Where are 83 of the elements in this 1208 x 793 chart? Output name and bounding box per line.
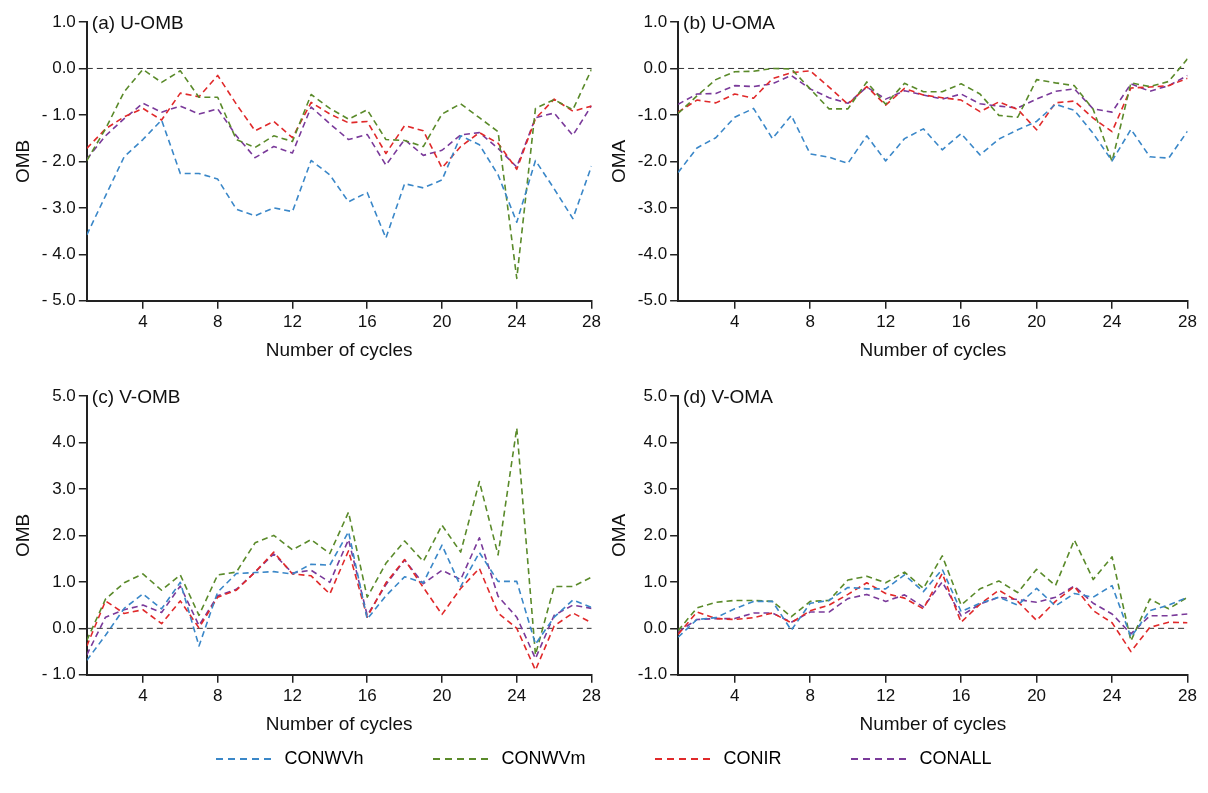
- x-tick-label: 12: [282, 685, 302, 705]
- y-tick-label: -1.0: [637, 664, 668, 684]
- y-tick-label: - 5.0: [41, 290, 76, 310]
- legend-label: CONALL: [919, 748, 992, 769]
- y-tick-label: 1.0: [643, 571, 668, 591]
- x-tick-label: 24: [1102, 685, 1122, 705]
- y-tick-label: - 4.0: [41, 244, 76, 264]
- y-tick-label: -3.0: [637, 197, 668, 217]
- x-tick-label: 8: [805, 685, 815, 705]
- x-tick-label: 8: [212, 685, 223, 705]
- x-tick-label: 16: [357, 685, 377, 705]
- y-tick-label: 0.0: [52, 618, 76, 638]
- y-tick-label: 4.0: [643, 432, 668, 452]
- x-tick-label: 12: [876, 311, 896, 331]
- x-tick-label: 28: [582, 311, 602, 331]
- y-tick-label: 1.0: [52, 11, 76, 31]
- line-series: [678, 57, 1188, 163]
- x-tick-label: 24: [1102, 311, 1122, 331]
- y-tick-label: 2.0: [52, 525, 76, 545]
- x-tick-label: 24: [507, 311, 527, 331]
- line-series: [678, 539, 1188, 642]
- y-tick-label: -1.0: [637, 104, 668, 124]
- x-tick-label: 12: [876, 685, 896, 705]
- y-tick-label: - 1.0: [41, 664, 76, 684]
- legend-label: CONWVh: [284, 748, 364, 769]
- x-tick-label: 28: [1178, 685, 1198, 705]
- x-tick-label: 20: [1027, 685, 1047, 705]
- x-tick-label: 4: [729, 685, 740, 705]
- y-tick-label: -2.0: [637, 151, 668, 171]
- y-tick-label: 1.0: [643, 11, 668, 31]
- x-tick-label: 20: [1027, 311, 1047, 331]
- x-axis-title: Number of cycles: [265, 338, 413, 360]
- y-tick-label: 2.0: [643, 525, 668, 545]
- x-tick-label: 24: [507, 685, 527, 705]
- y-tick-label: 1.0: [52, 571, 76, 591]
- y-tick-label: 0.0: [643, 618, 668, 638]
- line-series: [678, 103, 1188, 174]
- x-axis-title: Number of cycles: [265, 712, 413, 734]
- y-tick-label: -5.0: [637, 290, 668, 310]
- x-tick-label: 20: [432, 685, 452, 705]
- x-axis-title: Number of cycles: [859, 338, 1007, 360]
- x-tick-label: 4: [138, 311, 148, 331]
- y-tick-label: - 2.0: [41, 151, 76, 171]
- x-tick-label: 28: [1178, 311, 1198, 331]
- y-axis-title: OMB: [11, 513, 33, 558]
- x-tick-label: 28: [582, 685, 602, 705]
- chart-title: (b) U-OMA: [683, 11, 776, 33]
- x-tick-label: 4: [138, 685, 148, 705]
- line-series: [86, 119, 592, 239]
- line-series: [86, 427, 592, 656]
- x-tick-label: 20: [432, 311, 452, 331]
- x-tick-label: 8: [805, 311, 815, 331]
- y-tick-label: 5.0: [643, 385, 668, 405]
- y-axis-title: OMB: [11, 139, 33, 184]
- y-tick-label: - 3.0: [41, 197, 76, 217]
- chart-title: (c) V-OMB: [91, 385, 181, 407]
- y-axis-title: OMA: [607, 139, 629, 184]
- y-tick-label: 0.0: [52, 58, 76, 78]
- line-series: [678, 572, 1188, 653]
- line-series: [86, 102, 592, 168]
- chart-title: (d) V-OMA: [683, 385, 774, 407]
- y-tick-label: 3.0: [52, 478, 76, 498]
- y-tick-label: 5.0: [52, 385, 76, 405]
- y-tick-label: 0.0: [643, 58, 668, 78]
- y-tick-label: 4.0: [52, 432, 76, 452]
- legend-label: CONIR: [723, 748, 782, 769]
- y-axis-title: OMA: [607, 513, 629, 558]
- x-tick-label: 16: [357, 311, 377, 331]
- line-series: [86, 74, 592, 171]
- x-tick-label: 4: [729, 311, 740, 331]
- y-tick-label: 3.0: [643, 478, 668, 498]
- line-series: [86, 68, 592, 280]
- legend-label: CONWVm: [501, 748, 586, 769]
- chart-title: (a) U-OMB: [91, 11, 184, 33]
- x-tick-label: 16: [951, 685, 971, 705]
- y-tick-label: - 1.0: [41, 104, 76, 124]
- x-tick-label: 16: [951, 311, 971, 331]
- x-tick-label: 12: [282, 311, 302, 331]
- y-tick-label: -4.0: [637, 244, 668, 264]
- x-axis-title: Number of cycles: [859, 712, 1007, 734]
- line-series: [678, 581, 1188, 635]
- x-tick-label: 8: [212, 311, 223, 331]
- line-series: [678, 69, 1188, 133]
